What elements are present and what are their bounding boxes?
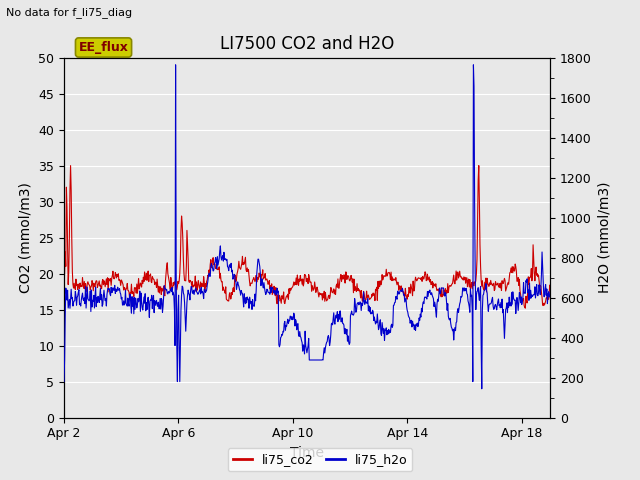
- Text: No data for f_li75_diag: No data for f_li75_diag: [6, 7, 132, 18]
- Text: EE_flux: EE_flux: [79, 41, 129, 54]
- Legend: li75_co2, li75_h2o: li75_co2, li75_h2o: [228, 448, 412, 471]
- X-axis label: Time: Time: [290, 446, 324, 460]
- Y-axis label: H2O (mmol/m3): H2O (mmol/m3): [598, 182, 612, 293]
- Title: LI7500 CO2 and H2O: LI7500 CO2 and H2O: [220, 35, 394, 53]
- Y-axis label: CO2 (mmol/m3): CO2 (mmol/m3): [19, 182, 33, 293]
